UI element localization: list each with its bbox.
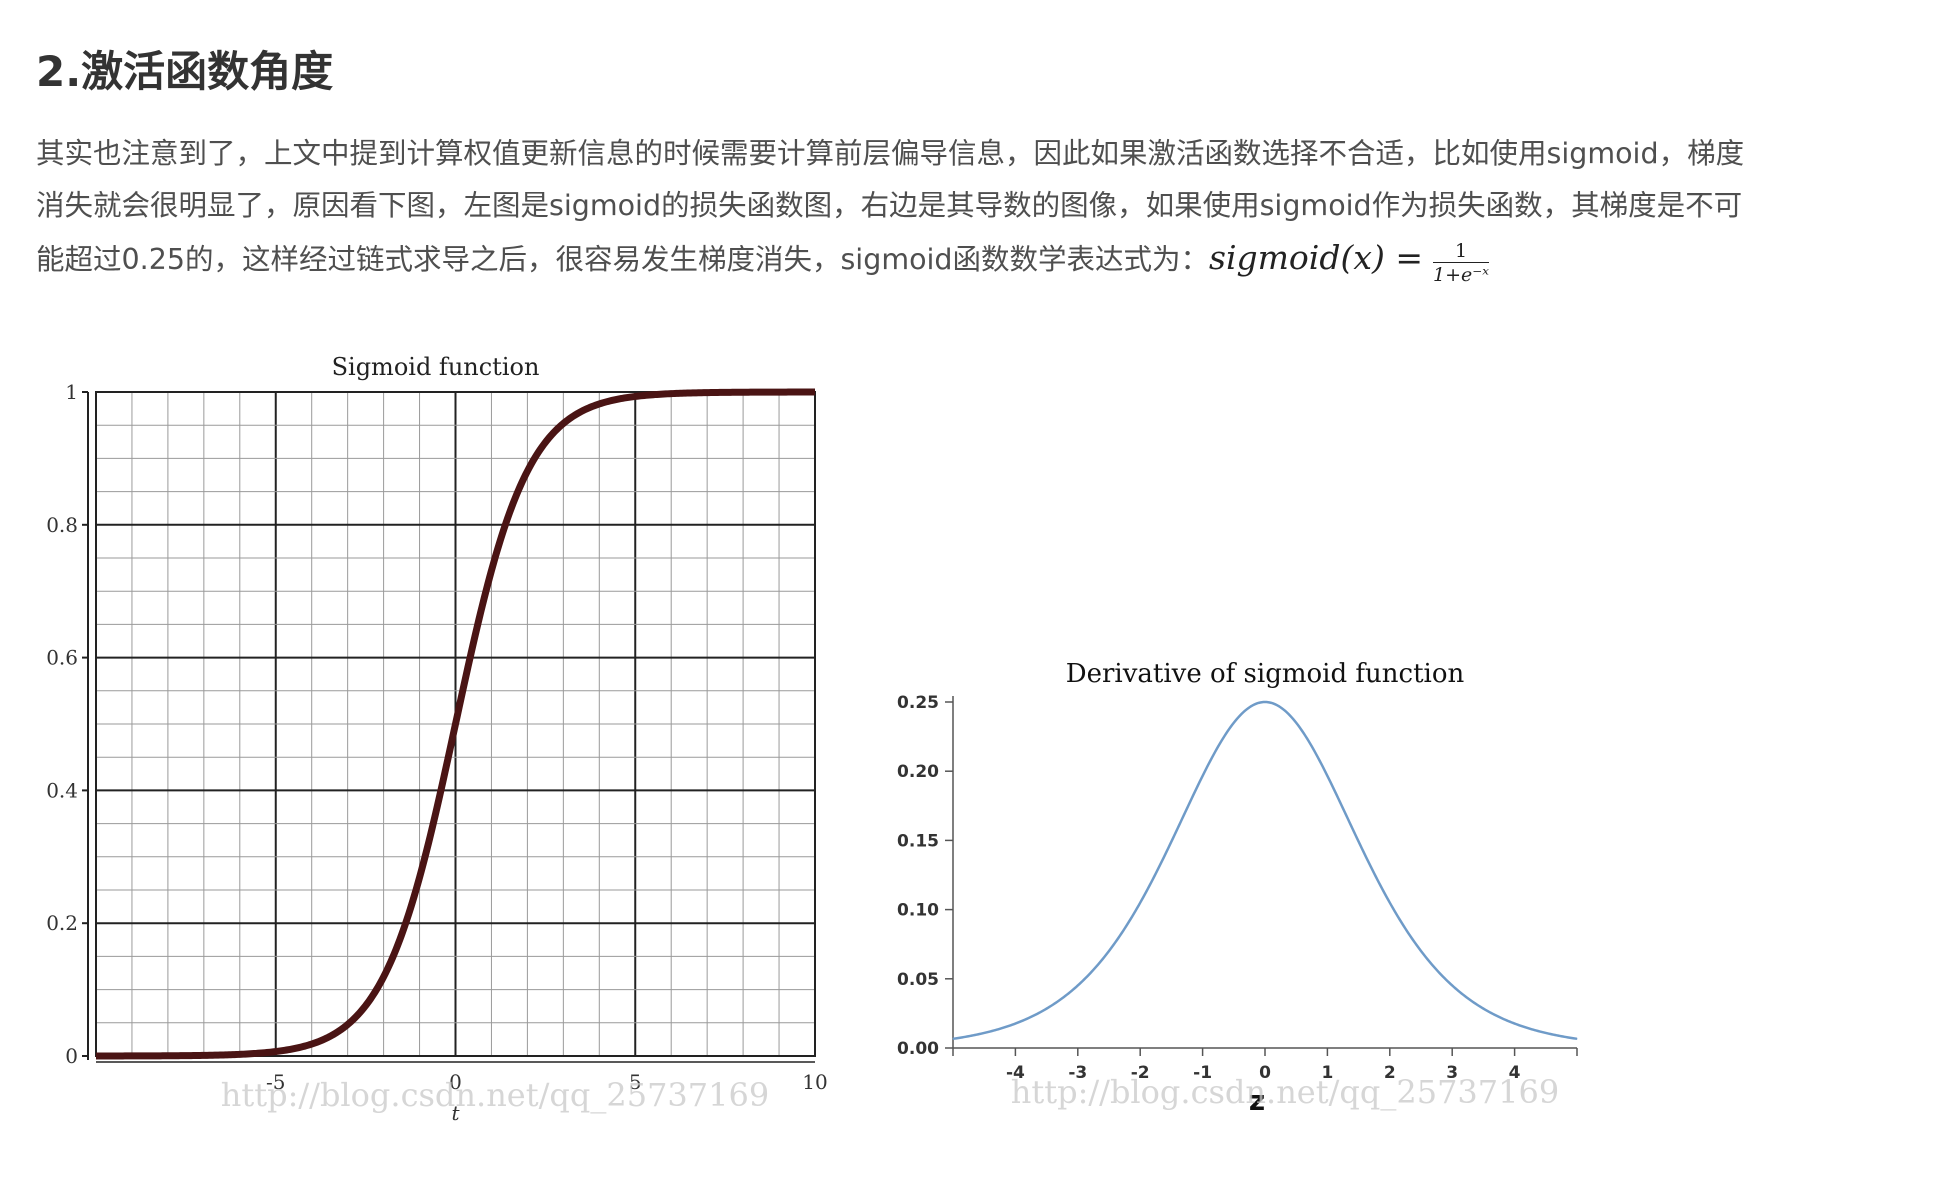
derivative-x-tick-label: -4 <box>1006 1063 1025 1083</box>
sigmoid-axes <box>82 391 816 1063</box>
derivative-curve <box>952 700 1578 1041</box>
derivative-y-tick-label: 0.05 <box>897 970 939 990</box>
sigmoid-frame <box>95 391 816 1057</box>
sigmoid-point <box>419 876 421 878</box>
formula-fraction: 1 1+e⁻ˣ <box>1432 240 1490 287</box>
paragraph-line-2: 消失就会很明显了，原因看下图，左图是sigmoid的损失函数图，右边是其导数的图… <box>36 189 1743 222</box>
derivative-x-tick-label: 4 <box>1509 1063 1521 1083</box>
sigmoid-point <box>275 1051 277 1053</box>
derivative-x-tick-label: 3 <box>1446 1063 1458 1083</box>
derivative-series <box>952 700 1578 1041</box>
derivative-point <box>1451 984 1453 986</box>
formula-numerator: 1 <box>1432 240 1490 263</box>
formula-denominator: 1+e⁻ˣ <box>1432 264 1490 286</box>
sigmoid-point <box>167 1055 169 1057</box>
derivative-x-tick-label: -1 <box>1193 1063 1212 1083</box>
paragraph-line-1: 其实也注意到了，上文中提到计算权值更新信息的时候需要计算前层偏导信息，因此如果激… <box>36 137 1745 170</box>
paragraph-line-3-text: 能超过0.25的，这样经过链式求导之后，很容易发生梯度消失，sigmoid函数数… <box>36 243 1210 276</box>
derivative-x-tick-label: -3 <box>1068 1063 1087 1083</box>
derivative-x-axis-label: z <box>1249 1084 1265 1117</box>
body-paragraph: 其实也注意到了，上文中提到计算权值更新信息的时候需要计算前层偏导信息，因此如果激… <box>36 128 1946 287</box>
derivative-watermark: http://blog.csdn.net/qq_25737169 <box>1011 1073 1559 1111</box>
sigmoid-series <box>94 388 817 1060</box>
derivative-point <box>1264 701 1266 703</box>
derivative-y-tick-label: 0.25 <box>897 693 939 713</box>
sigmoid-point <box>598 403 600 405</box>
derivative-point <box>1202 775 1204 777</box>
sigmoid-point <box>347 1024 349 1026</box>
sigmoid-point <box>203 1054 205 1056</box>
derivative-point <box>1077 984 1079 986</box>
sigmoid-x-tick-label: -5 <box>266 1070 285 1094</box>
derivative-x-tick-label: -2 <box>1131 1063 1150 1083</box>
sigmoid-chart: 00.20.40.60.81-5 0 5 10 Sigmoid function t … <box>46 353 828 1125</box>
sigmoid-point <box>670 392 672 394</box>
derivative-point <box>1139 902 1141 904</box>
section-heading: 2.激活函数角度 <box>36 47 334 96</box>
derivative-point <box>1576 1038 1578 1040</box>
sigmoid-point <box>526 470 528 472</box>
derivative-axes <box>945 696 1578 1056</box>
sigmoid-point <box>634 396 636 398</box>
sigmoid-y-tick-label: 0.8 <box>46 513 78 537</box>
sigmoid-point <box>131 1055 133 1057</box>
sigmoid-y-tick-label: 0.4 <box>46 778 78 802</box>
formula-lhs: sigmoid(x) = <box>1209 238 1423 277</box>
sigmoid-tick-labels: 0 0.2 0.4 0.6 0.8 1 -5 0 5 10 <box>46 380 828 1094</box>
derivative-y-tick-label: 0.00 <box>897 1039 939 1059</box>
sigmoid-chart-title: Sigmoid function <box>332 353 540 381</box>
sigmoid-point <box>490 570 492 572</box>
sigmoid-point <box>706 392 708 394</box>
sigmoid-x-tick-label: 10 <box>802 1070 827 1094</box>
sigmoid-x-tick-label: 5 <box>629 1070 642 1094</box>
sigmoid-x-tick-label: 0 <box>449 1070 462 1094</box>
derivative-chart: 0.00 0.05 0.10 0.15 0.20 0.25 -4 -3 -2 -1 0 1 2 3 4 De… <box>897 659 1578 1117</box>
paragraph-line-3: 能超过0.25的，这样经过链式求导之后，很容易发生梯度消失，sigmoid函数数… <box>36 232 1946 287</box>
derivative-point <box>1014 1023 1016 1025</box>
sigmoid-y-tick-label: 0.6 <box>46 646 78 670</box>
sigmoid-point <box>814 391 816 393</box>
sigmoid-watermark: http://blog.csdn.net/qq_25737169 <box>221 1076 769 1114</box>
sigmoid-point <box>562 422 564 424</box>
derivative-x-tick-label: 2 <box>1384 1063 1396 1083</box>
derivative-x-tick-label: 1 <box>1321 1063 1333 1083</box>
derivative-point <box>1326 775 1328 777</box>
sigmoid-point <box>95 1055 97 1057</box>
sigmoid-y-tick-label: 0 <box>65 1044 78 1068</box>
sigmoid-point <box>742 391 744 393</box>
derivative-x-tick-label: 0 <box>1259 1063 1271 1083</box>
sigmoid-point <box>239 1053 241 1055</box>
derivative-point <box>1389 902 1391 904</box>
derivative-tick-labels: 0.00 0.05 0.10 0.15 0.20 0.25 -4 -3 -2 -1 0 1 2 3 4 <box>897 693 1521 1083</box>
figure-sigmoid-charts: 00.20.40.60.81-5 0 5 10 Sigmoid function t … <box>46 353 1578 1125</box>
derivative-point <box>1514 1023 1516 1025</box>
sigmoid-y-tick-label: 0.2 <box>46 911 78 935</box>
derivative-chart-title: Derivative of sigmoid function <box>1066 659 1465 689</box>
derivative-y-tick-label: 0.15 <box>897 831 939 851</box>
derivative-y-tick-label: 0.20 <box>897 762 939 782</box>
sigmoid-y-tick-label: 1 <box>65 380 78 404</box>
derivative-y-tick-label: 0.10 <box>897 901 939 921</box>
sigmoid-point <box>778 391 780 393</box>
sigmoid-point <box>311 1043 313 1045</box>
sigmoid-point <box>383 976 385 978</box>
sigmoid-point <box>455 723 456 725</box>
sigmoid-x-axis-label: t <box>451 1101 460 1125</box>
derivative-point <box>952 1038 954 1040</box>
